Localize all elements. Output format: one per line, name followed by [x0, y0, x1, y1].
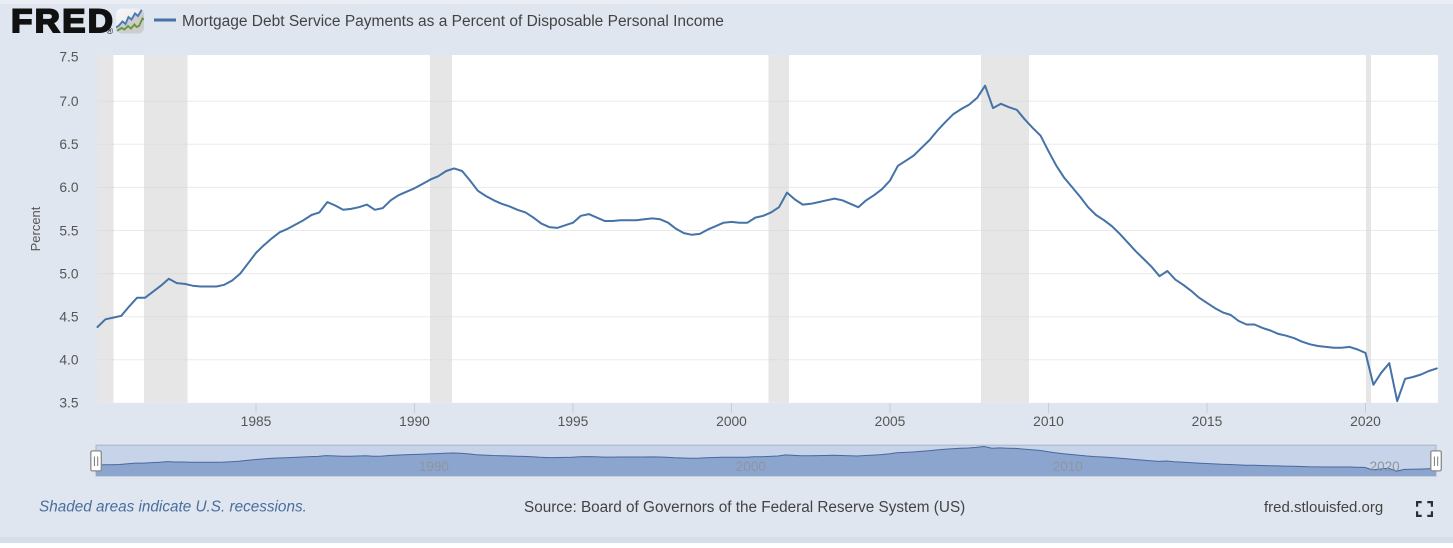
svg-text:4.0: 4.0 — [59, 353, 79, 368]
svg-text:2020: 2020 — [1370, 459, 1400, 474]
svg-text:7.5: 7.5 — [59, 50, 79, 65]
svg-text:5.0: 5.0 — [59, 266, 79, 281]
svg-text:2020: 2020 — [1350, 414, 1381, 429]
svg-text:1985: 1985 — [241, 414, 272, 429]
svg-text:2010: 2010 — [1053, 459, 1083, 474]
svg-text:4.5: 4.5 — [59, 310, 79, 325]
svg-text:6.0: 6.0 — [59, 180, 79, 195]
svg-text:Mortgage Debt Service Payments: Mortgage Debt Service Payments as a Perc… — [182, 13, 724, 30]
svg-text:5.5: 5.5 — [59, 223, 79, 238]
svg-text:2000: 2000 — [716, 414, 747, 429]
svg-text:1990: 1990 — [399, 414, 430, 429]
svg-text:2005: 2005 — [875, 414, 906, 429]
svg-text:1990: 1990 — [419, 459, 449, 474]
svg-text:2000: 2000 — [736, 459, 766, 474]
svg-text:fred.stlouisfed.org: fred.stlouisfed.org — [1264, 499, 1383, 516]
svg-text:FRED: FRED — [11, 4, 115, 39]
svg-text:1995: 1995 — [558, 414, 589, 429]
svg-text:Percent: Percent — [28, 206, 43, 251]
svg-text:Shaded areas indicate U.S. rec: Shaded areas indicate U.S. recessions. — [39, 499, 307, 516]
svg-text:®: ® — [107, 26, 114, 36]
svg-text:2010: 2010 — [1033, 414, 1064, 429]
svg-text:3.5: 3.5 — [59, 396, 79, 411]
svg-text:6.5: 6.5 — [59, 137, 79, 152]
svg-text:2015: 2015 — [1192, 414, 1223, 429]
svg-text:7.0: 7.0 — [59, 94, 79, 109]
svg-text:Source: Board of Governors of: Source: Board of Governors of the Federa… — [524, 499, 965, 516]
